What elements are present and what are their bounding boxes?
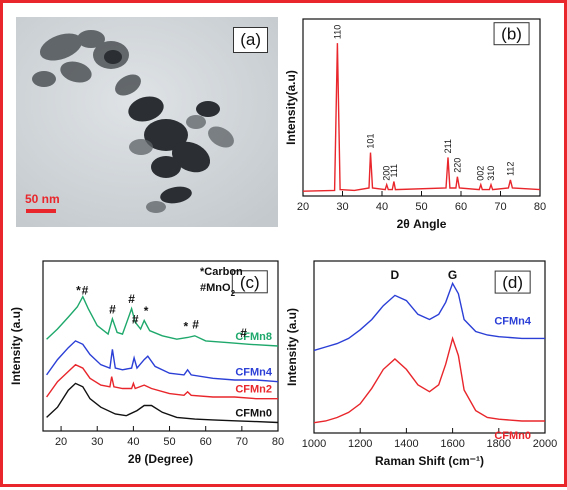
band-label-g: G bbox=[448, 268, 457, 282]
peak-label: 110 bbox=[332, 25, 342, 39]
mno2-marker: # bbox=[192, 318, 199, 332]
mno2-marker: # bbox=[240, 326, 247, 340]
y-axis-label: Intensity (a.u) bbox=[285, 308, 299, 386]
chart-c: 20 30 40 50 60 70 80 2θ (Degree) Intensity (a.u)… bbox=[9, 260, 284, 466]
x-tick-label: 2000 bbox=[533, 438, 557, 450]
peak-label: 200 bbox=[382, 166, 392, 181]
x-tick-label: 60 bbox=[200, 436, 212, 448]
x-tick-label: 1400 bbox=[394, 438, 418, 450]
chart-b: 20 30 40 50 60 70 80 2θ Angle Intensity(a.u) (b) 1… bbox=[284, 18, 546, 231]
chart-d: 1000 1200 1400 1600 1800 2000 Raman Shift (cm⁻… bbox=[285, 260, 557, 468]
series-line-cfmn0 bbox=[313, 335, 545, 424]
peak-label: 002 bbox=[476, 166, 486, 181]
peak-label: 112 bbox=[505, 162, 515, 176]
x-axis-label: Raman Shift (cm⁻¹) bbox=[375, 454, 484, 468]
x-tick-label: 70 bbox=[494, 201, 506, 213]
series-label-cfmn4: CFMn4 bbox=[494, 315, 532, 327]
charts-canvas: 20 30 40 50 60 70 80 2θ Angle Intensity(a.u) (b) 1… bbox=[9, 18, 557, 468]
legend-entry: *Carbon bbox=[200, 266, 243, 278]
carbon-marker: * bbox=[76, 284, 81, 298]
peak-label: 101 bbox=[366, 134, 376, 149]
series-label-cfmn0: CFMn0 bbox=[494, 430, 531, 442]
carbon-marker: * bbox=[144, 304, 149, 318]
panel-a: (a) 50 nm bbox=[16, 17, 278, 227]
x-tick-label: 1200 bbox=[348, 438, 372, 450]
series-line-cfmn4 bbox=[313, 281, 545, 352]
carbon-marker: * bbox=[183, 319, 188, 333]
x-tick-label: 30 bbox=[336, 201, 348, 213]
x-tick-label: 1600 bbox=[440, 438, 464, 450]
x-tick-label: 20 bbox=[297, 201, 309, 213]
panel-label-box bbox=[493, 22, 530, 46]
mno2-marker: # bbox=[132, 313, 139, 327]
x-tick-label: 80 bbox=[534, 201, 546, 213]
x-tick-label: 20 bbox=[55, 436, 67, 448]
mno2-marker: # bbox=[128, 292, 135, 306]
x-tick-label: 60 bbox=[455, 201, 467, 213]
series-label-cfmn2: CFMn2 bbox=[235, 384, 272, 396]
peak-label: 211 bbox=[443, 139, 453, 153]
x-tick-label: 1800 bbox=[487, 438, 511, 450]
y-axis-label: Intensity (a.u) bbox=[9, 307, 23, 385]
series-line-cfmn4 bbox=[46, 340, 279, 383]
series-label-cfmn8: CFMn8 bbox=[235, 331, 272, 343]
peak-label: 310 bbox=[486, 166, 496, 181]
panel-a-label: (a) bbox=[233, 27, 268, 53]
x-tick-label: 70 bbox=[236, 436, 248, 448]
mno2-marker: # bbox=[109, 302, 116, 316]
x-tick-label: 40 bbox=[376, 201, 388, 213]
x-tick-label: 40 bbox=[127, 436, 139, 448]
series-line-cfmn0 bbox=[46, 382, 279, 424]
legend-entry: #MnO2 bbox=[200, 282, 236, 298]
panel-label-c: (c) bbox=[240, 273, 260, 292]
x-tick-label: 50 bbox=[163, 436, 175, 448]
panel-label-box bbox=[231, 270, 268, 294]
scale-bar-label: 50 nm bbox=[25, 192, 60, 206]
series-line-cfmn2 bbox=[46, 363, 278, 400]
y-axis-label: Intensity(a.u) bbox=[284, 70, 298, 145]
peak-label: 111 bbox=[389, 164, 399, 178]
series-label-cfmn4: CFMn4 bbox=[235, 367, 273, 379]
x-tick-label: 80 bbox=[272, 436, 284, 448]
mno2-marker: # bbox=[82, 284, 89, 298]
x-axis-label: 2θ (Degree) bbox=[128, 452, 193, 466]
plot-frame-d bbox=[313, 260, 546, 434]
series-label-cfmn0: CFMn0 bbox=[235, 408, 272, 420]
panel-label-b: (b) bbox=[501, 25, 522, 44]
x-axis-label: 2θ Angle bbox=[397, 217, 447, 231]
panel-label-box bbox=[494, 270, 531, 294]
x-tick-label: 1000 bbox=[302, 438, 326, 450]
peak-label: 220 bbox=[452, 158, 462, 173]
series-line-0 bbox=[302, 43, 541, 192]
panel-label-d: (d) bbox=[502, 273, 523, 292]
series-line-cfmn8 bbox=[46, 295, 279, 347]
band-label-d: D bbox=[391, 268, 400, 282]
x-tick-label: 30 bbox=[91, 436, 103, 448]
x-tick-label: 50 bbox=[415, 201, 427, 213]
